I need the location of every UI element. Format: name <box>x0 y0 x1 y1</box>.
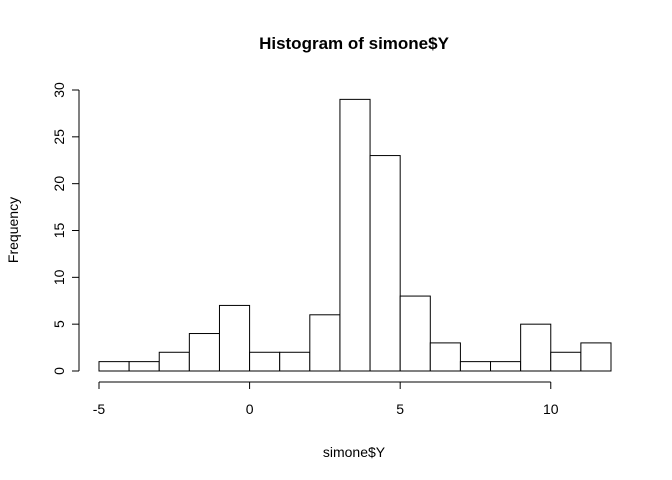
histogram-bar <box>580 342 612 372</box>
x-axis: -5 0 5 10 <box>93 381 559 417</box>
histogram-bar <box>279 351 311 372</box>
chart-title: Histogram of simone$Y <box>259 34 450 53</box>
histogram-bar <box>429 342 461 372</box>
histogram-bar <box>158 351 190 372</box>
histogram-bar <box>309 314 341 372</box>
x-tick-label: 0 <box>246 401 254 417</box>
histogram-bar <box>399 295 431 372</box>
histogram-bar <box>339 98 371 372</box>
y-tick-label: 25 <box>51 129 67 145</box>
histogram-bar <box>188 333 220 372</box>
y-tick-label: 15 <box>51 223 67 239</box>
bars-group <box>98 98 612 372</box>
histogram-bar <box>550 351 582 372</box>
histogram-bar <box>249 351 281 372</box>
histogram-bar <box>98 361 130 372</box>
y-axis: 0 5 10 15 20 25 30 <box>51 82 80 375</box>
y-tick-label: 0 <box>51 367 67 375</box>
x-tick-label: -5 <box>93 401 106 417</box>
y-axis-label: Frequency <box>5 197 21 263</box>
y-tick-label: 10 <box>51 269 67 285</box>
histogram-bar <box>490 361 522 372</box>
x-tick-label: 10 <box>543 401 559 417</box>
y-tick-label: 30 <box>51 82 67 98</box>
y-tick-label: 20 <box>51 176 67 192</box>
histogram-bar <box>520 323 552 372</box>
x-tick-label: 5 <box>396 401 404 417</box>
histogram-bar <box>369 155 401 372</box>
histogram-bar <box>128 361 160 372</box>
histogram-bar <box>459 361 492 372</box>
x-axis-label: simone$Y <box>323 444 386 460</box>
histogram-bar <box>218 304 251 372</box>
y-tick-label: 5 <box>51 320 67 328</box>
